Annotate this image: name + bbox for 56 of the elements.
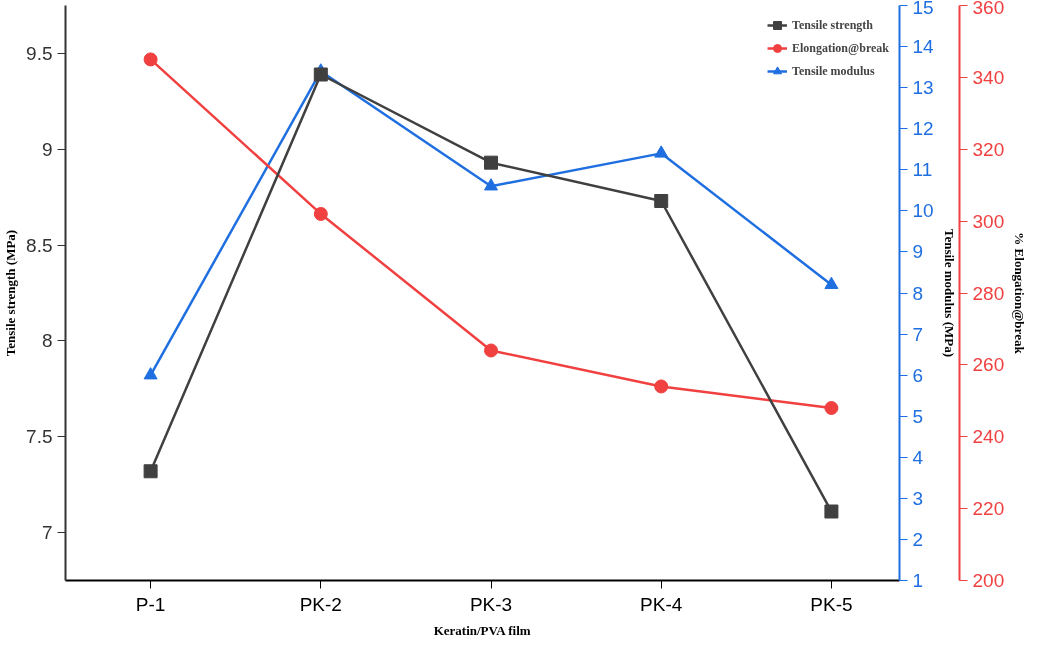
y3-tick-label: 240 <box>972 426 1005 448</box>
y2-tick-label: 1 <box>912 570 924 591</box>
point <box>654 194 669 208</box>
y2-tick-label: 3 <box>912 487 924 509</box>
x-tick-label: PK-4 <box>640 593 683 615</box>
y2-tick-label: 10 <box>912 200 934 222</box>
point <box>824 401 839 415</box>
y2-tick-label: 5 <box>912 405 924 427</box>
y-tick-label: 9.5 <box>26 42 53 64</box>
y-tick-label: 8 <box>41 330 53 352</box>
y2-tick-label: 6 <box>912 364 924 386</box>
point <box>824 276 839 290</box>
y3-tick-label: 320 <box>972 138 1005 160</box>
y2-tick-label: 8 <box>912 282 924 304</box>
point <box>143 52 158 67</box>
y2-tick-label: 2 <box>912 528 924 550</box>
legend-label: Tensile modulus <box>792 63 875 79</box>
y3-tick-label: 300 <box>972 210 1005 232</box>
y2-tick-label: 9 <box>912 241 924 263</box>
point <box>143 367 158 380</box>
legend-label: Tensile strength <box>792 17 874 33</box>
y-tick-label: 7.5 <box>26 426 53 448</box>
x-tick-label: P-1 <box>135 593 166 615</box>
point <box>654 145 669 158</box>
y-tick-label: 8.5 <box>26 234 53 256</box>
y3-tick-label: 200 <box>972 570 1005 591</box>
y2-tick-label: 13 <box>912 77 934 99</box>
y3-tick-label: 260 <box>972 354 1005 376</box>
y2-tick-label: 14 <box>912 36 935 58</box>
x-tick-label: PK-2 <box>299 593 342 615</box>
x-tick-label: PK-5 <box>810 593 853 615</box>
point <box>484 343 499 358</box>
y3-tick-label: 220 <box>972 498 1005 520</box>
y2-tick-label: 12 <box>912 118 934 140</box>
y3-tick-label: 340 <box>972 66 1005 88</box>
y-tick-label: 7 <box>41 522 53 544</box>
y3-axis-title: % Elongation@break <box>1012 232 1028 355</box>
y3-tick-label: 280 <box>972 282 1005 304</box>
x-tick-label: PK-3 <box>469 593 513 615</box>
point <box>313 206 328 221</box>
point <box>484 155 499 170</box>
point <box>143 464 158 479</box>
y-tick-label: 9 <box>41 138 53 160</box>
y2-tick-label: 4 <box>912 446 924 468</box>
y2-tick-label: 7 <box>912 323 924 345</box>
y2-tick-label: 11 <box>912 159 933 181</box>
point <box>313 67 328 82</box>
y2-tick-label: 15 <box>912 0 934 18</box>
y2-axis-title: Tensile modulus (MPa) <box>941 228 957 358</box>
y3-tick-label: 360 <box>972 0 1005 18</box>
point <box>484 178 499 191</box>
legend-label: Elongation@break <box>792 40 889 56</box>
point <box>824 504 839 519</box>
x-axis-title: Keratin/PVA film <box>433 622 531 638</box>
point <box>654 379 669 394</box>
y-axis-title: Tensile strength (MPa) <box>3 229 19 357</box>
